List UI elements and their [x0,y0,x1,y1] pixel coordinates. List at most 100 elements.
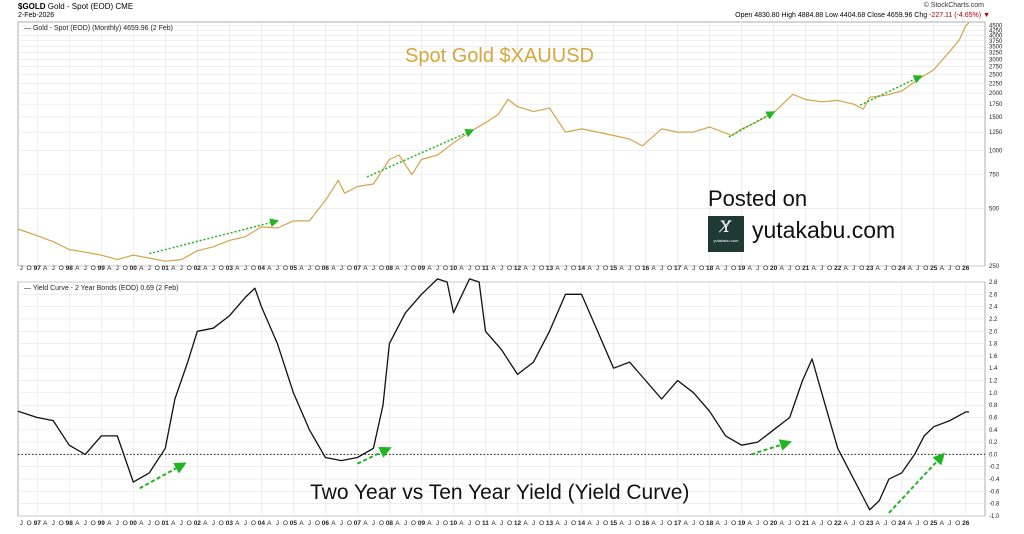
x-month-label: A [747,265,752,272]
x-month-label: J [20,265,23,272]
x-month-label: A [363,520,368,527]
yield-y-tick-label: -0.8 [989,502,1000,508]
x-year-label: 18 [706,265,714,272]
x-month-label: A [651,265,656,272]
x-year-label: 13 [546,520,554,527]
x-year-label: 17 [674,520,682,527]
x-month-label: A [812,520,817,527]
x-month-label: J [532,520,535,527]
x-year-label: 11 [482,520,489,527]
x-month-label: O [91,265,96,272]
x-month-label: J [340,520,343,527]
x-month-label: O [763,265,768,272]
x-month-label: J [788,520,791,527]
x-month-label: A [267,520,272,527]
x-year-label: 26 [962,520,970,527]
x-month-label: J [500,520,503,527]
x-month-label: O [507,520,512,527]
yield-y-tick-label: 1.0 [989,391,998,397]
yield-trend-arrow [888,452,946,514]
x-month-label: J [692,520,695,527]
yield-y-tick-label: 0.6 [989,415,998,421]
gold-legend: — Gold - Spot (EOD) (Monthly) 4659.96 (2… [24,25,173,32]
x-month-label: A [331,520,336,527]
x-year-label: 02 [194,520,202,527]
yield-y-tick-label: 0.2 [989,440,998,446]
gold-series-line [17,22,970,262]
chg-value: -227.11 (-4.65%) [929,12,982,19]
brand-logo-caption: yutakabu.com [713,238,739,243]
x-month-label: J [404,265,407,272]
x-month-label: J [436,520,439,527]
x-month-label: J [692,265,695,272]
x-month-label: O [955,520,960,527]
x-month-label: O [283,520,288,527]
x-month-label: O [123,520,128,527]
x-month-label: A [171,520,176,527]
brand-logo-mark: Y̸ [720,217,732,236]
yield-y-tick-label: 1.2 [989,379,998,385]
x-month-label: A [523,265,528,272]
x-year-label: 09 [418,265,426,272]
x-month-label: J [596,520,599,527]
x-month-label: J [564,265,567,272]
x-year-label: 19 [738,265,746,272]
gold-y-tick-label: 4500 [989,24,1003,30]
x-month-label: J [276,265,279,272]
chg-label: Chg [914,12,928,19]
x-month-label: O [795,520,800,527]
x-year-label: 08 [386,520,394,527]
x-year-label: 97 [34,520,42,527]
x-year-label: 12 [514,520,522,527]
x-year-label: 03 [226,520,234,527]
x-month-label: A [908,265,913,272]
x-month-label: A [43,265,48,272]
x-month-label: J [180,520,183,527]
gold-y-tick-label: 2500 [989,73,1003,79]
x-month-label: J [372,265,375,272]
x-year-label: 97 [34,265,42,272]
x-month-label: O [443,265,448,272]
x-year-label: 16 [642,520,650,527]
x-month-label: A [203,265,208,272]
x-month-label: J [116,520,119,527]
x-month-label: A [395,265,400,272]
x-month-label: O [923,520,928,527]
gold-trend-arrow [366,128,475,178]
x-month-label: J [788,265,791,272]
gold-y-tick-label: 4250 [989,28,1003,34]
x-month-label: A [427,520,432,527]
high-label: High [781,12,796,19]
x-month-label: J [852,265,855,272]
x-month-label: J [596,265,599,272]
x-month-label: J [628,265,631,272]
stockcharts-credit: © StockCharts.com [923,2,984,9]
gold-y-tick-label: 500 [989,206,1000,212]
x-month-label: J [660,265,663,272]
x-year-label: 98 [66,265,74,272]
x-month-label: J [180,265,183,272]
yield-y-tick-label: 0.0 [989,452,998,458]
x-month-label: A [555,265,560,272]
low-value: 4404.68 [839,12,866,19]
x-month-label: O [27,520,32,527]
x-month-label: A [139,520,144,527]
x-month-label: A [491,265,496,272]
x-month-label: J [724,265,727,272]
yield-trend-arrow [356,447,392,465]
symbol-text: $GOLD [18,2,46,11]
open-value: 4830.80 [754,12,780,19]
x-year-label: 09 [418,520,426,527]
yield-y-tick-label: 2.8 [989,280,998,286]
x-month-label: J [244,265,247,272]
x-year-label: 10 [450,520,458,527]
x-month-label: J [212,520,215,527]
x-month-label: J [84,520,87,527]
x-month-label: J [468,265,471,272]
x-month-label: O [635,265,640,272]
gold-plot-frame [17,21,986,267]
x-year-label: 21 [802,520,810,527]
gold-y-tick-label: 1750 [989,102,1003,108]
x-year-label: 08 [386,265,394,272]
x-month-label: J [628,520,631,527]
